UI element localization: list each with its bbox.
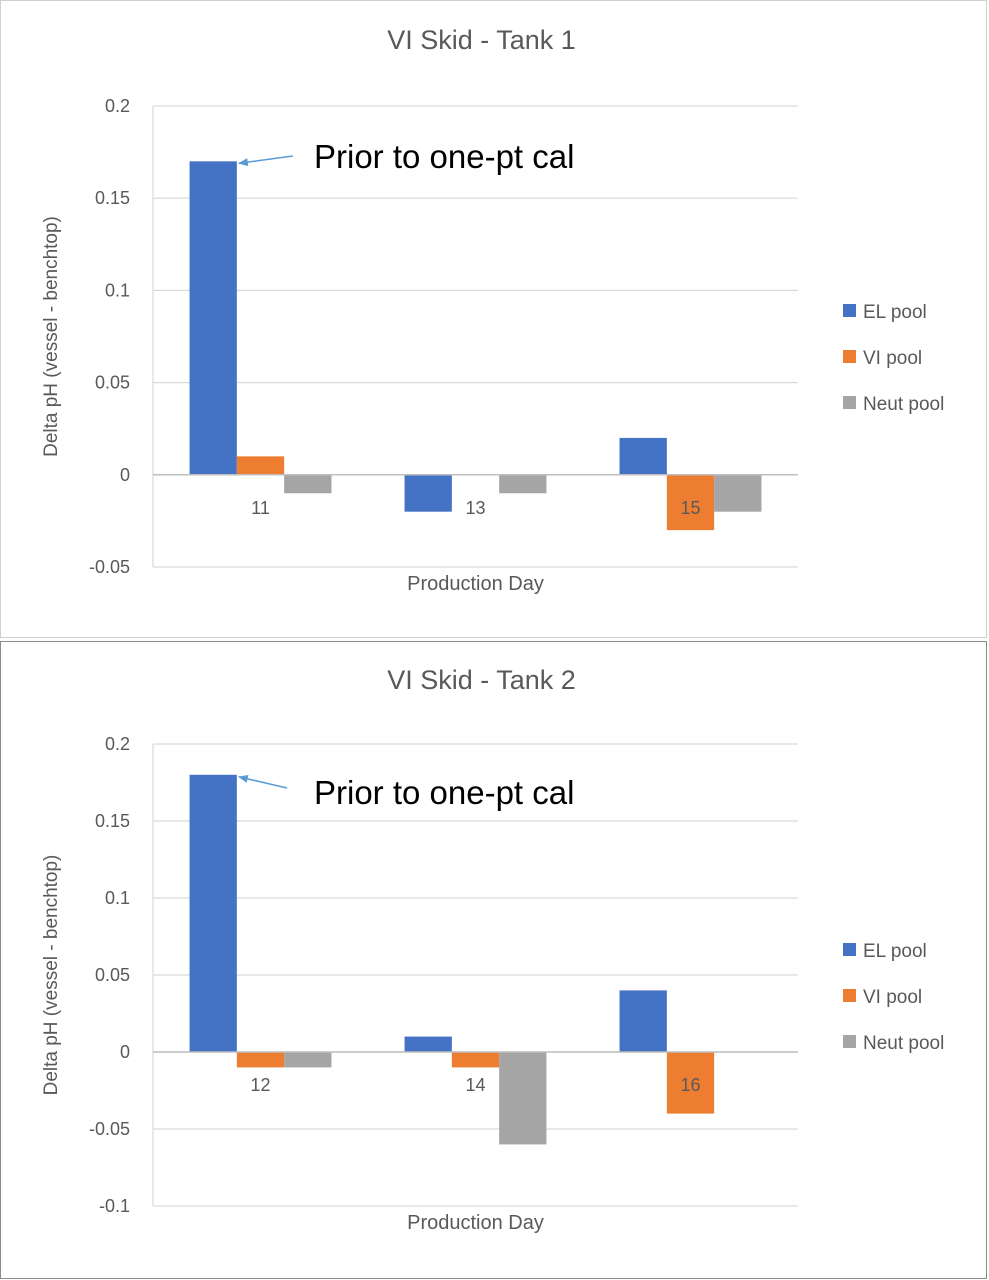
y-tick-label: 0.05 — [95, 373, 130, 393]
y-tick-label: 0.15 — [95, 188, 130, 208]
bar-vi-pool-16 — [666, 1052, 715, 1114]
bar-neut-pool-14 — [499, 1052, 547, 1145]
y-tick-label: -0.05 — [89, 1119, 130, 1139]
annotation-text: Prior to one-pt cal — [314, 774, 574, 811]
legend-label: EL pool — [863, 302, 927, 323]
legend-swatch-el-pool — [843, 943, 856, 956]
legend-swatch-vi-pool — [843, 350, 856, 363]
y-axis-title: Delta pH (vessel - benchtop) — [41, 855, 62, 1096]
legend-swatch-neut-pool — [843, 1035, 856, 1048]
bar-vi-pool-15 — [666, 474, 715, 531]
bar-el-pool-15 — [619, 437, 667, 475]
annotation-text: Prior to one-pt cal — [314, 138, 574, 175]
y-tick-label: 0 — [120, 1042, 130, 1062]
chart-panel-tank-2: VI Skid - Tank 2 -0.1 -0.05 0 0.05 0.1 0.15 0.2… — [0, 641, 987, 1279]
x-axis-title: Production Day — [407, 1212, 544, 1234]
y-tick-label: 0.15 — [95, 811, 130, 831]
y-axis-title: Delta pH (vessel - benchtop) — [41, 216, 62, 457]
bar-vi-pool-14 — [451, 1052, 500, 1068]
bar-neut-pool-13 — [499, 474, 547, 494]
chart-panel-tank-1: VI Skid - Tank 1 -0.05 0 0.05 0.1 0.15 0.2 11 13… — [0, 0, 987, 638]
y-tick-label: -0.05 — [89, 557, 130, 577]
x-axis-title: Production Day — [407, 573, 544, 595]
legend-label: Neut pool — [863, 394, 944, 415]
legend-swatch-vi-pool — [843, 989, 856, 1002]
y-tick-label: 0 — [120, 465, 130, 485]
x-category-label: 16 — [680, 1075, 700, 1095]
bar-el-pool-12 — [189, 774, 237, 1052]
bar-el-pool-13 — [404, 474, 452, 512]
bar-neut-pool-11 — [284, 474, 332, 494]
annotation-arrow — [237, 155, 294, 167]
bar-neut-pool-12 — [284, 1052, 332, 1068]
x-category-label: 12 — [250, 1075, 270, 1095]
legend-swatch-neut-pool — [843, 396, 856, 409]
legend-label: Neut pool — [863, 1033, 944, 1054]
x-category-label: 11 — [251, 498, 270, 518]
legend-label: VI pool — [863, 348, 922, 369]
bar-el-pool-16 — [619, 990, 667, 1052]
chart-tank-1: VI Skid - Tank 1 -0.05 0 0.05 0.1 0.15 0.2 11 13… — [41, 25, 944, 595]
legend-label: VI pool — [863, 987, 922, 1008]
y-tick-label: -0.1 — [99, 1196, 130, 1216]
chart-tank-2: VI Skid - Tank 2 -0.1 -0.05 0 0.05 0.1 0.15 0.2… — [41, 665, 944, 1234]
bar-vi-pool-12 — [236, 1052, 285, 1068]
legend-swatch-el-pool — [843, 304, 856, 317]
x-category-label: 13 — [465, 498, 485, 518]
bar-neut-pool-15 — [714, 474, 762, 512]
y-tick-label: 0.2 — [105, 96, 130, 116]
y-tick-label: 0.05 — [95, 965, 130, 985]
chart-title: VI Skid - Tank 2 — [387, 665, 576, 695]
annotation-arrow — [237, 774, 288, 789]
x-category-label: 15 — [680, 498, 700, 518]
y-tick-label: 0.1 — [105, 888, 130, 908]
bar-vi-pool-11 — [236, 456, 285, 475]
legend-label: EL pool — [863, 941, 927, 962]
y-tick-label: 0.1 — [105, 280, 130, 300]
bar-el-pool-11 — [189, 161, 237, 475]
x-category-label: 14 — [465, 1075, 485, 1095]
y-tick-label: 0.2 — [105, 734, 130, 754]
bar-el-pool-14 — [404, 1036, 452, 1052]
chart-title: VI Skid - Tank 1 — [387, 25, 576, 55]
